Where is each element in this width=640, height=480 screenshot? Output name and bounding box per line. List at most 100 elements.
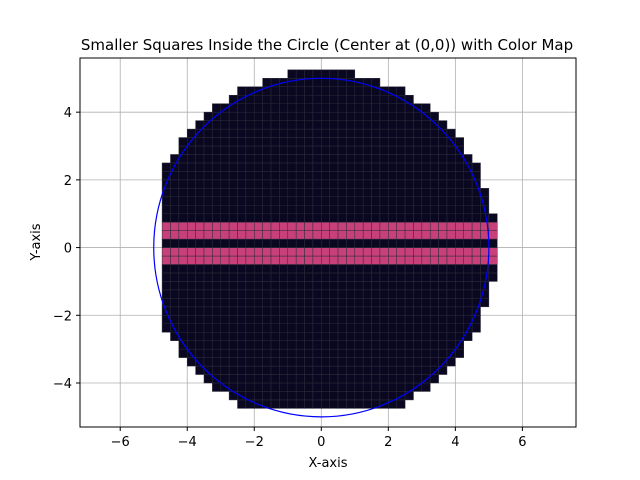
square [161, 162, 171, 172]
square [203, 179, 213, 189]
square [312, 86, 322, 96]
square [413, 357, 423, 367]
square [362, 348, 372, 358]
square [170, 289, 180, 299]
x-tick-label: −4 [178, 435, 197, 450]
square [237, 298, 247, 308]
square [413, 348, 423, 358]
square [254, 188, 263, 198]
square [396, 179, 406, 189]
square [295, 111, 305, 121]
highlight-square [295, 230, 305, 240]
square [270, 289, 280, 299]
square [321, 171, 330, 181]
square [379, 188, 389, 198]
square [421, 348, 431, 358]
square [212, 188, 222, 198]
square [161, 281, 171, 291]
square [220, 171, 230, 181]
square [337, 103, 347, 113]
highlight-square [245, 221, 255, 231]
highlight-square [287, 230, 297, 240]
square [463, 188, 473, 198]
square [388, 238, 397, 248]
square [237, 111, 247, 121]
square [379, 331, 389, 341]
square [455, 162, 464, 172]
square [404, 340, 414, 350]
square [295, 238, 305, 248]
highlight-square [254, 230, 263, 240]
square [254, 196, 263, 206]
square [346, 111, 356, 121]
square [429, 154, 439, 164]
square [254, 306, 263, 316]
square [321, 357, 330, 367]
square [295, 188, 305, 198]
square [254, 323, 263, 333]
highlight-square [388, 221, 397, 231]
square [346, 213, 356, 223]
square [186, 238, 196, 248]
square [379, 272, 389, 282]
square [371, 78, 381, 88]
square [362, 298, 372, 308]
square [312, 264, 322, 274]
highlight-square [186, 221, 196, 231]
square [421, 272, 431, 282]
square [212, 331, 222, 341]
square [254, 154, 263, 164]
square [337, 281, 347, 291]
square [379, 357, 389, 367]
square [354, 374, 364, 384]
square [337, 171, 347, 181]
square [413, 306, 423, 316]
square [270, 315, 280, 324]
square [421, 103, 431, 113]
square [396, 298, 406, 308]
square [371, 340, 381, 350]
square [396, 205, 406, 214]
highlight-square [429, 221, 439, 231]
square [396, 171, 406, 181]
square [379, 374, 389, 384]
square [379, 289, 389, 299]
square [195, 306, 205, 316]
square [312, 120, 322, 130]
square [396, 323, 406, 333]
square [346, 331, 356, 341]
highlight-square [471, 247, 481, 257]
square [279, 154, 289, 164]
square [254, 365, 263, 375]
highlight-square [237, 255, 247, 265]
square [287, 331, 297, 341]
square [421, 128, 431, 138]
square [371, 162, 381, 172]
square [379, 238, 389, 248]
square [471, 238, 481, 248]
square [362, 154, 372, 164]
square [362, 137, 372, 147]
square [304, 69, 314, 79]
square [312, 323, 322, 333]
square [312, 103, 322, 113]
highlight-square [161, 221, 171, 231]
square [195, 213, 205, 223]
square [186, 331, 196, 341]
square [455, 137, 464, 147]
square [488, 213, 498, 223]
square [329, 391, 339, 401]
square [396, 103, 406, 113]
highlight-square [446, 230, 456, 240]
square [279, 213, 289, 223]
y-tick-label: 4 [64, 106, 72, 121]
square [429, 298, 439, 308]
square [404, 162, 414, 172]
square [220, 272, 230, 282]
y-axis-label: Y-axis [29, 223, 44, 261]
square [371, 94, 381, 104]
square [404, 289, 414, 299]
square [421, 289, 431, 299]
square [429, 306, 439, 316]
square [245, 179, 255, 189]
